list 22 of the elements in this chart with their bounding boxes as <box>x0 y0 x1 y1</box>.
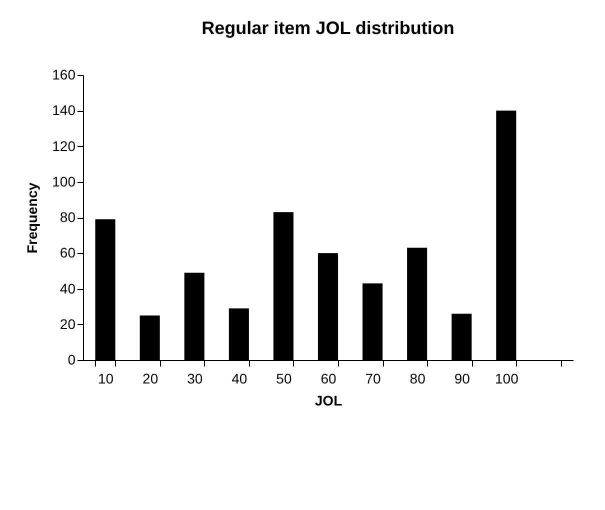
y-tick-label: 20 <box>60 316 76 332</box>
x-tick-label: 100 <box>495 370 519 386</box>
x-tick-label: 70 <box>365 370 382 386</box>
x-tick-label: 40 <box>232 370 248 386</box>
y-tick-label: 120 <box>52 138 76 154</box>
x-tick-label: 80 <box>410 370 426 386</box>
y-tick-label: 160 <box>52 66 76 82</box>
x-tick-label: 90 <box>454 370 470 386</box>
y-tick-label: 40 <box>60 280 76 296</box>
x-tick-label: 20 <box>142 370 158 386</box>
x-tick-label: 50 <box>276 370 292 386</box>
chart-title: Regular item JOL distribution <box>202 18 454 38</box>
y-axis-title: Frequency <box>24 182 40 254</box>
y-tick-label: 140 <box>52 102 76 118</box>
x-tick-label: 60 <box>320 370 336 386</box>
x-tick-label: 30 <box>187 370 203 386</box>
x-axis-title: JOL <box>314 392 343 408</box>
y-tick-label: 0 <box>68 352 76 368</box>
x-tick-label: 10 <box>98 370 114 386</box>
y-tick-label: 100 <box>52 173 76 190</box>
y-tick-label: 60 <box>60 244 76 261</box>
y-tick-label: 80 <box>60 209 76 225</box>
